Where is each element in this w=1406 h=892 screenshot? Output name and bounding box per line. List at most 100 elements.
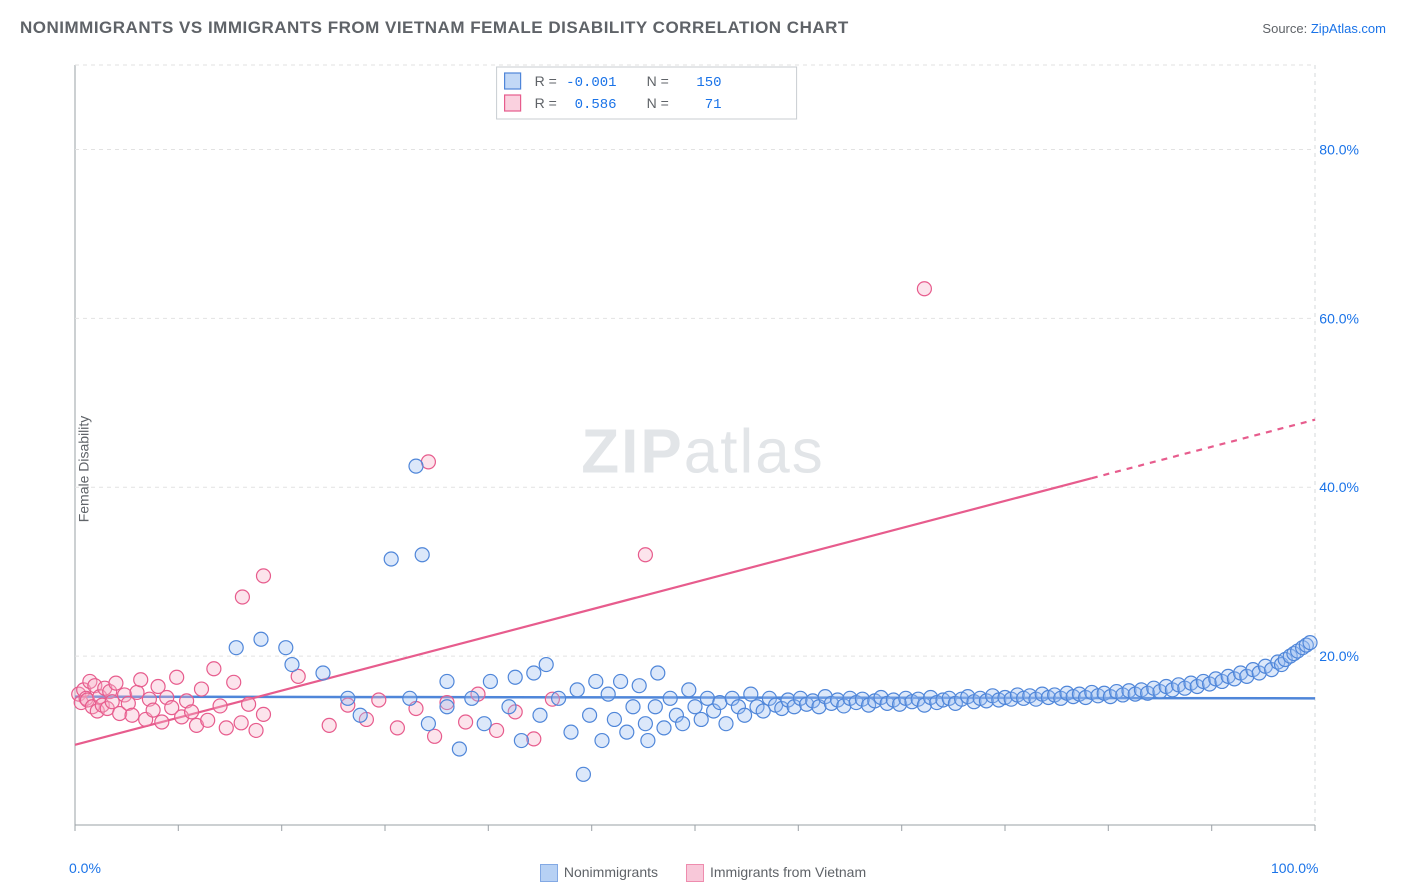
chart-title: NONIMMIGRANTS VS IMMIGRANTS FROM VIETNAM… xyxy=(20,18,849,38)
data-point xyxy=(570,683,584,697)
chart-header: NONIMMIGRANTS VS IMMIGRANTS FROM VIETNAM… xyxy=(20,18,1386,38)
legend-item: Nonimmigrants xyxy=(540,864,658,882)
data-point xyxy=(242,697,256,711)
data-point xyxy=(415,548,429,562)
top-legend: R =-0.001N =150R =0.586N =71 xyxy=(497,67,797,119)
svg-text:R =: R = xyxy=(535,73,557,89)
chart-source: Source: ZipAtlas.com xyxy=(1262,21,1386,36)
data-point xyxy=(207,662,221,676)
data-point xyxy=(316,666,330,680)
data-point xyxy=(372,693,386,707)
svg-text:71: 71 xyxy=(705,97,722,113)
data-point xyxy=(648,700,662,714)
data-point xyxy=(626,700,640,714)
data-point xyxy=(459,715,473,729)
data-point xyxy=(134,673,148,687)
y-axis-label: Female Disability xyxy=(75,415,91,522)
data-point xyxy=(595,734,609,748)
data-point xyxy=(576,767,590,781)
data-point xyxy=(229,641,243,655)
data-point xyxy=(440,674,454,688)
data-point xyxy=(620,725,634,739)
data-point xyxy=(403,691,417,705)
data-point xyxy=(254,632,268,646)
data-point xyxy=(341,691,355,705)
data-point xyxy=(589,674,603,688)
data-point xyxy=(322,718,336,732)
data-point xyxy=(353,708,367,722)
legend-label: Immigrants from Vietnam xyxy=(710,864,866,880)
legend-swatch xyxy=(540,864,558,882)
svg-text:0.586: 0.586 xyxy=(575,97,617,113)
data-point xyxy=(490,723,504,737)
data-point xyxy=(641,734,655,748)
data-point xyxy=(465,691,479,705)
svg-text:N =: N = xyxy=(647,73,669,89)
data-point xyxy=(657,721,671,735)
svg-text:-0.001: -0.001 xyxy=(566,75,616,91)
data-point xyxy=(694,712,708,726)
data-point xyxy=(738,708,752,722)
data-point xyxy=(638,717,652,731)
data-point xyxy=(219,721,233,735)
data-point xyxy=(564,725,578,739)
data-point xyxy=(688,700,702,714)
data-point xyxy=(663,691,677,705)
data-point xyxy=(125,708,139,722)
data-point xyxy=(651,666,665,680)
data-point xyxy=(201,713,215,727)
data-point xyxy=(421,717,435,731)
data-point xyxy=(428,729,442,743)
data-point xyxy=(607,712,621,726)
data-point xyxy=(390,721,404,735)
data-point xyxy=(483,674,497,688)
data-point xyxy=(682,683,696,697)
chart-area: Female Disability 20.0%40.0%60.0%80.0%R … xyxy=(20,55,1386,882)
data-point xyxy=(638,548,652,562)
data-point xyxy=(279,641,293,655)
data-point xyxy=(632,679,646,693)
svg-text:N =: N = xyxy=(647,95,669,111)
data-point xyxy=(1303,636,1317,650)
data-point xyxy=(109,676,123,690)
data-point xyxy=(452,742,466,756)
data-point xyxy=(249,723,263,737)
data-point xyxy=(285,658,299,672)
data-point xyxy=(676,717,690,731)
source-label: Source: xyxy=(1262,21,1307,36)
data-point xyxy=(155,715,169,729)
data-point xyxy=(384,552,398,566)
data-point xyxy=(539,658,553,672)
data-point xyxy=(502,700,516,714)
data-point xyxy=(527,666,541,680)
data-point xyxy=(256,569,270,583)
svg-text:20.0%: 20.0% xyxy=(1319,648,1359,664)
legend-item: Immigrants from Vietnam xyxy=(686,864,866,882)
data-point xyxy=(601,687,615,701)
data-point xyxy=(917,282,931,296)
source-link[interactable]: ZipAtlas.com xyxy=(1311,21,1386,36)
scatter-plot-svg: 20.0%40.0%60.0%80.0%R =-0.001N =150R =0.… xyxy=(20,55,1386,850)
data-point xyxy=(440,700,454,714)
data-point xyxy=(614,674,628,688)
data-point xyxy=(409,459,423,473)
data-point xyxy=(235,590,249,604)
svg-text:80.0%: 80.0% xyxy=(1319,141,1359,157)
data-point xyxy=(719,717,733,731)
data-point xyxy=(185,705,199,719)
bottom-legend: Nonimmigrants Immigrants from Vietnam xyxy=(20,864,1386,882)
data-point xyxy=(744,687,758,701)
data-point xyxy=(130,685,144,699)
svg-text:40.0%: 40.0% xyxy=(1319,479,1359,495)
data-point xyxy=(213,699,227,713)
data-point xyxy=(227,675,241,689)
data-point xyxy=(194,682,208,696)
data-point xyxy=(514,734,528,748)
legend-label: Nonimmigrants xyxy=(564,864,658,880)
data-point xyxy=(256,707,270,721)
data-point xyxy=(508,670,522,684)
data-point xyxy=(583,708,597,722)
data-point xyxy=(234,716,248,730)
data-point xyxy=(477,717,491,731)
data-point xyxy=(527,732,541,746)
